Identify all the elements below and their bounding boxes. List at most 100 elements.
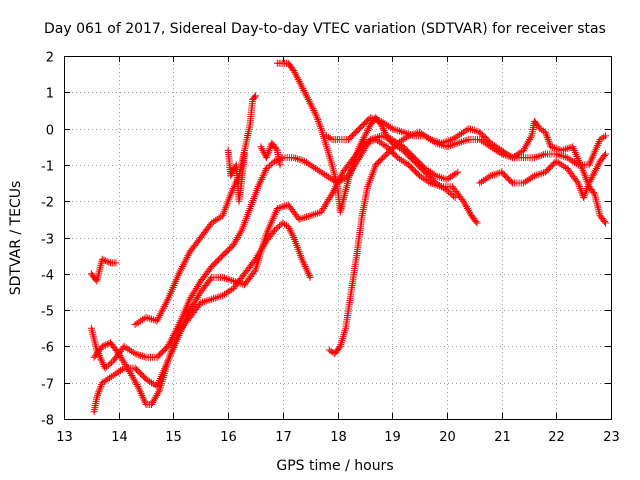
data-point xyxy=(235,232,243,240)
data-point xyxy=(234,234,242,241)
data-point xyxy=(118,365,126,373)
series-trace-8 xyxy=(273,59,459,216)
data-point xyxy=(561,153,569,161)
data-point xyxy=(281,220,289,228)
data-point xyxy=(588,174,596,182)
data-point xyxy=(397,137,405,145)
series-trace-11 xyxy=(476,150,610,202)
data-point xyxy=(320,203,328,211)
data-point xyxy=(473,219,481,227)
data-point xyxy=(121,361,129,369)
data-point xyxy=(182,255,190,263)
data-point xyxy=(593,163,601,171)
data-point xyxy=(310,163,318,171)
data-point xyxy=(317,208,325,216)
data-point xyxy=(362,143,370,151)
data-point xyxy=(140,353,148,361)
data-point xyxy=(324,133,332,141)
data-point xyxy=(301,88,309,96)
data-point xyxy=(377,139,385,147)
data-point xyxy=(581,190,589,198)
data-point xyxy=(282,201,290,209)
data-point xyxy=(408,131,416,139)
data-point xyxy=(292,154,300,162)
y-tick-label: -1 xyxy=(41,160,54,175)
y-tick-label: -6 xyxy=(41,341,54,356)
data-point xyxy=(381,120,389,128)
data-point xyxy=(118,355,126,363)
data-point xyxy=(401,134,409,142)
data-point xyxy=(536,125,544,133)
data-point xyxy=(542,130,550,138)
data-point xyxy=(137,317,145,325)
data-markers xyxy=(87,59,610,416)
data-point xyxy=(172,326,180,334)
data-point xyxy=(258,174,266,182)
data-point xyxy=(154,390,162,398)
data-point xyxy=(98,255,106,263)
data-point xyxy=(414,129,422,137)
data-point xyxy=(304,96,312,104)
data-point xyxy=(284,223,292,231)
data-point xyxy=(584,181,592,189)
data-point xyxy=(456,139,464,147)
data-point xyxy=(261,168,269,176)
data-point xyxy=(129,348,137,356)
data-point xyxy=(310,211,318,219)
data-point xyxy=(235,279,243,287)
data-point xyxy=(304,212,312,220)
data-point xyxy=(105,258,113,266)
data-point xyxy=(266,145,274,153)
data-point xyxy=(545,139,553,147)
data-point xyxy=(107,373,115,381)
data-point xyxy=(186,295,194,303)
data-point xyxy=(434,180,442,188)
data-point xyxy=(250,268,258,276)
x-tick-label: 14 xyxy=(111,430,128,445)
data-point xyxy=(498,146,506,154)
data-point xyxy=(111,370,119,378)
data-point xyxy=(496,145,504,153)
data-point xyxy=(316,121,324,129)
data-point xyxy=(233,278,241,286)
data-point xyxy=(286,226,294,234)
data-point xyxy=(184,252,192,260)
data-point xyxy=(585,179,593,187)
data-point xyxy=(190,288,198,296)
data-point xyxy=(265,146,273,154)
data-point xyxy=(589,172,597,180)
data-point xyxy=(109,371,117,379)
data-point xyxy=(131,377,139,385)
data-point xyxy=(494,144,502,152)
data-point xyxy=(490,171,498,179)
data-point xyxy=(403,133,411,141)
data-point xyxy=(148,400,156,408)
data-point xyxy=(452,133,460,141)
data-point xyxy=(300,86,308,94)
data-point xyxy=(306,273,314,281)
data-point xyxy=(153,317,161,325)
data-point xyxy=(350,157,358,165)
data-point xyxy=(262,154,270,162)
data-point xyxy=(308,211,316,219)
data-point xyxy=(254,183,262,191)
data-point xyxy=(426,135,434,143)
data-point xyxy=(230,166,238,174)
data-point xyxy=(581,172,589,180)
data-point xyxy=(195,292,203,300)
data-point xyxy=(399,157,407,165)
data-point xyxy=(516,149,524,157)
data-point xyxy=(363,128,371,136)
data-point xyxy=(187,304,195,312)
data-point xyxy=(366,135,374,143)
data-point xyxy=(447,173,455,181)
data-point xyxy=(372,116,380,124)
data-point xyxy=(380,126,388,134)
data-point xyxy=(293,155,301,163)
data-point xyxy=(381,128,389,136)
data-point xyxy=(377,117,385,125)
data-point xyxy=(545,137,553,145)
data-point xyxy=(519,146,527,154)
data-point xyxy=(476,135,484,143)
